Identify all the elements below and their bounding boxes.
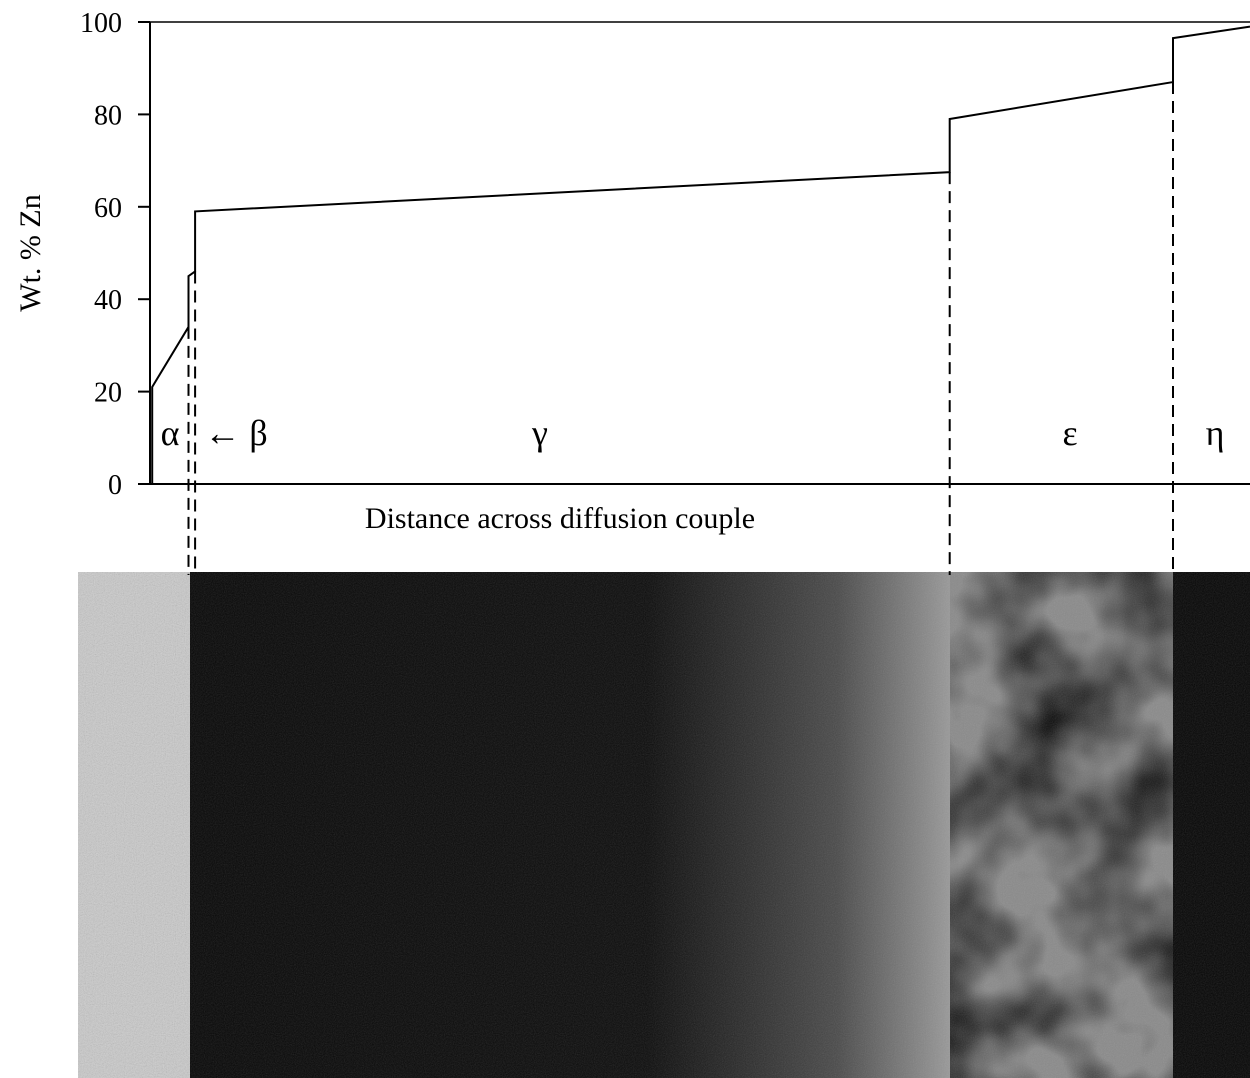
y-tick-label: 40 xyxy=(94,285,122,316)
profile-line xyxy=(151,25,1250,484)
phase-label: ← β xyxy=(204,413,267,453)
micrograph xyxy=(78,572,1250,1078)
x-axis-label: Distance across diffusion couple xyxy=(365,502,755,535)
phase-label: γ xyxy=(531,413,548,453)
phase-label: α xyxy=(161,413,180,453)
y-axis-label: Wt. % Zn xyxy=(14,194,47,311)
y-tick-label: 60 xyxy=(94,193,122,224)
y-tick-label: 100 xyxy=(80,8,122,39)
phase-label: ε xyxy=(1062,413,1077,453)
y-tick-label: 0 xyxy=(108,470,122,501)
grain-overlay xyxy=(78,572,1250,1078)
y-tick-label: 80 xyxy=(94,100,122,131)
y-tick-label: 20 xyxy=(94,378,122,409)
phase-label: η xyxy=(1206,413,1225,453)
